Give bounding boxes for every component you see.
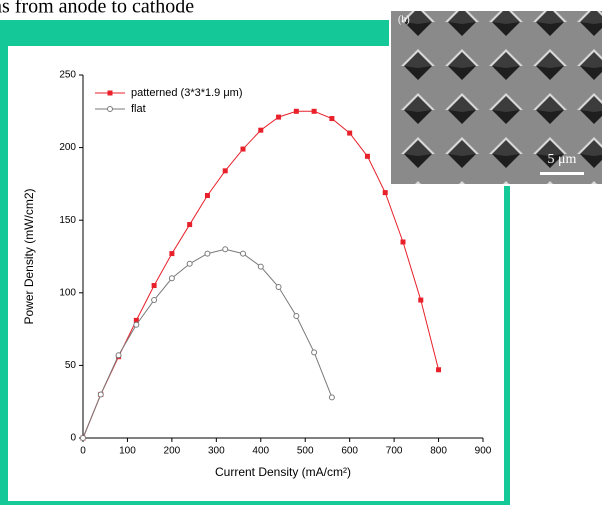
- marker: [364, 153, 370, 159]
- marker: [222, 246, 229, 253]
- marker: [347, 130, 353, 136]
- marker: [257, 263, 264, 270]
- marker: [151, 297, 158, 304]
- marker: [186, 260, 193, 267]
- marker: [276, 114, 282, 120]
- marker: [293, 108, 299, 114]
- x-tick-label: 900: [475, 446, 492, 457]
- legend-marker: [107, 106, 113, 112]
- marker: [151, 283, 157, 289]
- plot: 0 50 100 150 200 250 0 100 200 300 400 500 600 700 800…: [22, 70, 492, 480]
- marker: [258, 127, 264, 133]
- marker: [293, 313, 300, 320]
- marker: [240, 250, 246, 257]
- y-tick-label: 150: [59, 215, 76, 226]
- marker: [329, 116, 335, 122]
- marker: [204, 250, 211, 257]
- marker: [328, 394, 335, 401]
- legend-label: patterned (3*3*1.9 μm): [131, 87, 243, 99]
- marker: [311, 349, 318, 356]
- panel-label: (b): [398, 14, 410, 25]
- legend-marker: [107, 90, 113, 96]
- marker: [97, 391, 104, 398]
- scale-bar: [540, 172, 584, 175]
- header-text: ns from anode to cathode: [0, 0, 194, 18]
- sem-image: [389, 9, 603, 186]
- y-axis-title: Power Density (mW/cm2): [22, 188, 36, 324]
- marker: [80, 435, 86, 441]
- x-tick-label: 300: [208, 446, 225, 457]
- y-tick-label: 200: [59, 142, 76, 153]
- marker: [400, 239, 406, 245]
- legend-label: flat: [131, 103, 146, 115]
- y-tick-label: 100: [59, 287, 76, 298]
- marker: [169, 251, 175, 257]
- marker: [133, 321, 140, 328]
- marker: [436, 367, 442, 373]
- x-tick-label: 200: [164, 446, 181, 457]
- inset-image: (b) 5 μm: [389, 9, 603, 186]
- x-tick-label: 0: [80, 446, 86, 457]
- marker: [187, 222, 193, 228]
- x-tick-label: 700: [386, 446, 403, 457]
- marker: [382, 190, 388, 196]
- marker: [240, 146, 246, 152]
- marker: [133, 317, 139, 323]
- y-tick-label: 0: [70, 433, 76, 444]
- marker: [115, 352, 122, 359]
- x-tick-label: 500: [297, 446, 314, 457]
- x-tick-label: 600: [341, 446, 358, 457]
- x-axis-title: Current Density (mA/cm²): [215, 465, 351, 479]
- x-tick-label: 800: [430, 446, 447, 457]
- marker: [222, 168, 228, 174]
- y-tick-label: 250: [59, 70, 76, 81]
- marker: [311, 108, 317, 114]
- scale-bar-label: 5 μm: [548, 152, 577, 167]
- marker: [275, 283, 282, 290]
- x-tick-label: 400: [252, 446, 269, 457]
- x-tick-label: 100: [119, 446, 136, 457]
- marker: [418, 297, 424, 303]
- y-tick-label: 50: [65, 360, 77, 371]
- marker: [204, 193, 210, 199]
- marker: [168, 275, 175, 282]
